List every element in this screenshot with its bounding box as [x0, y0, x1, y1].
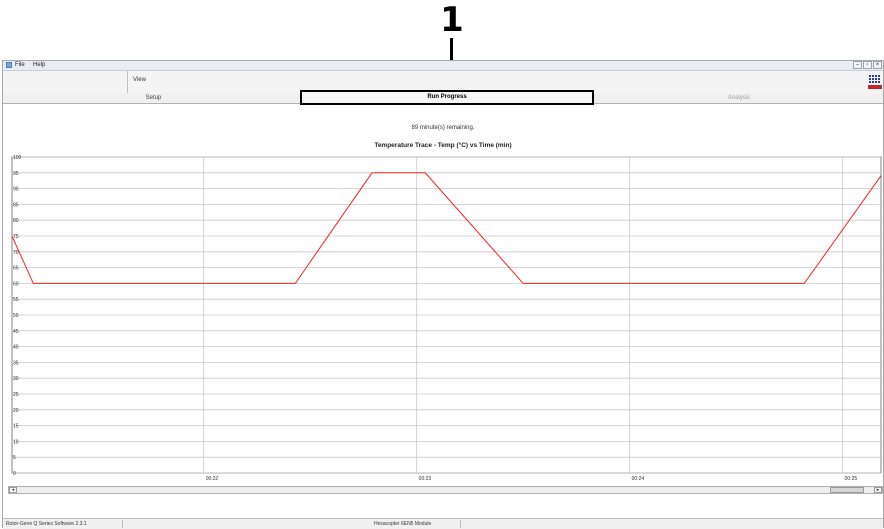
- y-tick-label: 70: [13, 250, 19, 256]
- y-tick-label: 50: [13, 313, 19, 319]
- minimize-button[interactable]: –: [853, 61, 862, 69]
- brand-logo-icon: [868, 75, 882, 89]
- menu-file[interactable]: File: [15, 62, 25, 68]
- restore-button[interactable]: ▫: [863, 61, 872, 69]
- y-tick-label: 5: [13, 455, 16, 461]
- chart-title: Temperature Trace - Temp (°C) vs Time (m…: [374, 142, 512, 149]
- scroll-left-button[interactable]: ◂: [9, 487, 17, 493]
- y-tick-label: 100: [13, 155, 22, 161]
- y-tick-label: 35: [13, 360, 19, 366]
- y-tick-label: 65: [13, 266, 19, 272]
- y-tick-label: 55: [13, 297, 19, 303]
- scroll-right-button[interactable]: ▸: [874, 487, 882, 493]
- y-tick-label: 80: [13, 218, 19, 224]
- y-tick-label: 20: [13, 408, 19, 414]
- toolbar-separator: [127, 71, 128, 93]
- y-tick-label: 25: [13, 392, 19, 398]
- y-tick-label: 90: [13, 187, 19, 193]
- x-tick-label: 00:23: [419, 476, 432, 482]
- horizontal-scrollbar[interactable]: ◂ ▸: [8, 486, 883, 494]
- close-button[interactable]: ×: [873, 61, 882, 69]
- y-tick-label: 15: [13, 424, 19, 430]
- application-window: File Help – ▫ × View Setup Run Progress …: [2, 60, 884, 529]
- menu-help[interactable]: Help: [33, 62, 46, 68]
- x-tick-label: 00:24: [632, 476, 645, 482]
- y-tick-label: 45: [13, 329, 19, 335]
- y-tick-label: 10: [13, 439, 19, 445]
- y-tick-label: 75: [13, 234, 19, 240]
- y-tick-label: 85: [13, 202, 19, 208]
- y-tick-label: 60: [13, 281, 19, 287]
- y-tick-label: 0: [13, 471, 16, 477]
- view-menu[interactable]: View: [133, 77, 146, 83]
- tab-run-progress[interactable]: Run Progress: [300, 90, 594, 105]
- y-tick-label: 95: [13, 171, 19, 177]
- status-software-version: Rotor-Gene Q Series Software 2.3.1: [3, 520, 123, 528]
- tab-bar: Setup Run Progress Analysis: [3, 90, 883, 105]
- status-bar: Rotor-Gene Q Series Software 2.3.1 Hexac…: [3, 518, 883, 529]
- y-tick-label: 30: [13, 376, 19, 382]
- tab-setup[interactable]: Setup: [145, 95, 162, 101]
- scroll-thumb[interactable]: [830, 487, 864, 493]
- temperature-chart: 0 5 10 15 20 25 30 35 40 45 50 55 60 65 70 75 80 85 90 95 10…: [11, 155, 882, 482]
- window-controls: – ▫ ×: [853, 61, 882, 70]
- time-remaining-text: 89 minute(s) remaining.: [411, 125, 475, 131]
- callout-number: 1: [440, 0, 464, 40]
- temperature-series-line: [12, 172, 881, 284]
- x-tick-label: 00:25: [845, 476, 858, 482]
- y-tick-label: 40: [13, 345, 19, 351]
- menu-bar: File Help – ▫ ×: [3, 61, 883, 71]
- x-tick-label: 00:22: [206, 476, 219, 482]
- app-icon: [6, 62, 12, 68]
- tab-analysis[interactable]: Analysis: [727, 95, 751, 101]
- status-module: Hexacopter 6EN5 Module: [371, 520, 461, 528]
